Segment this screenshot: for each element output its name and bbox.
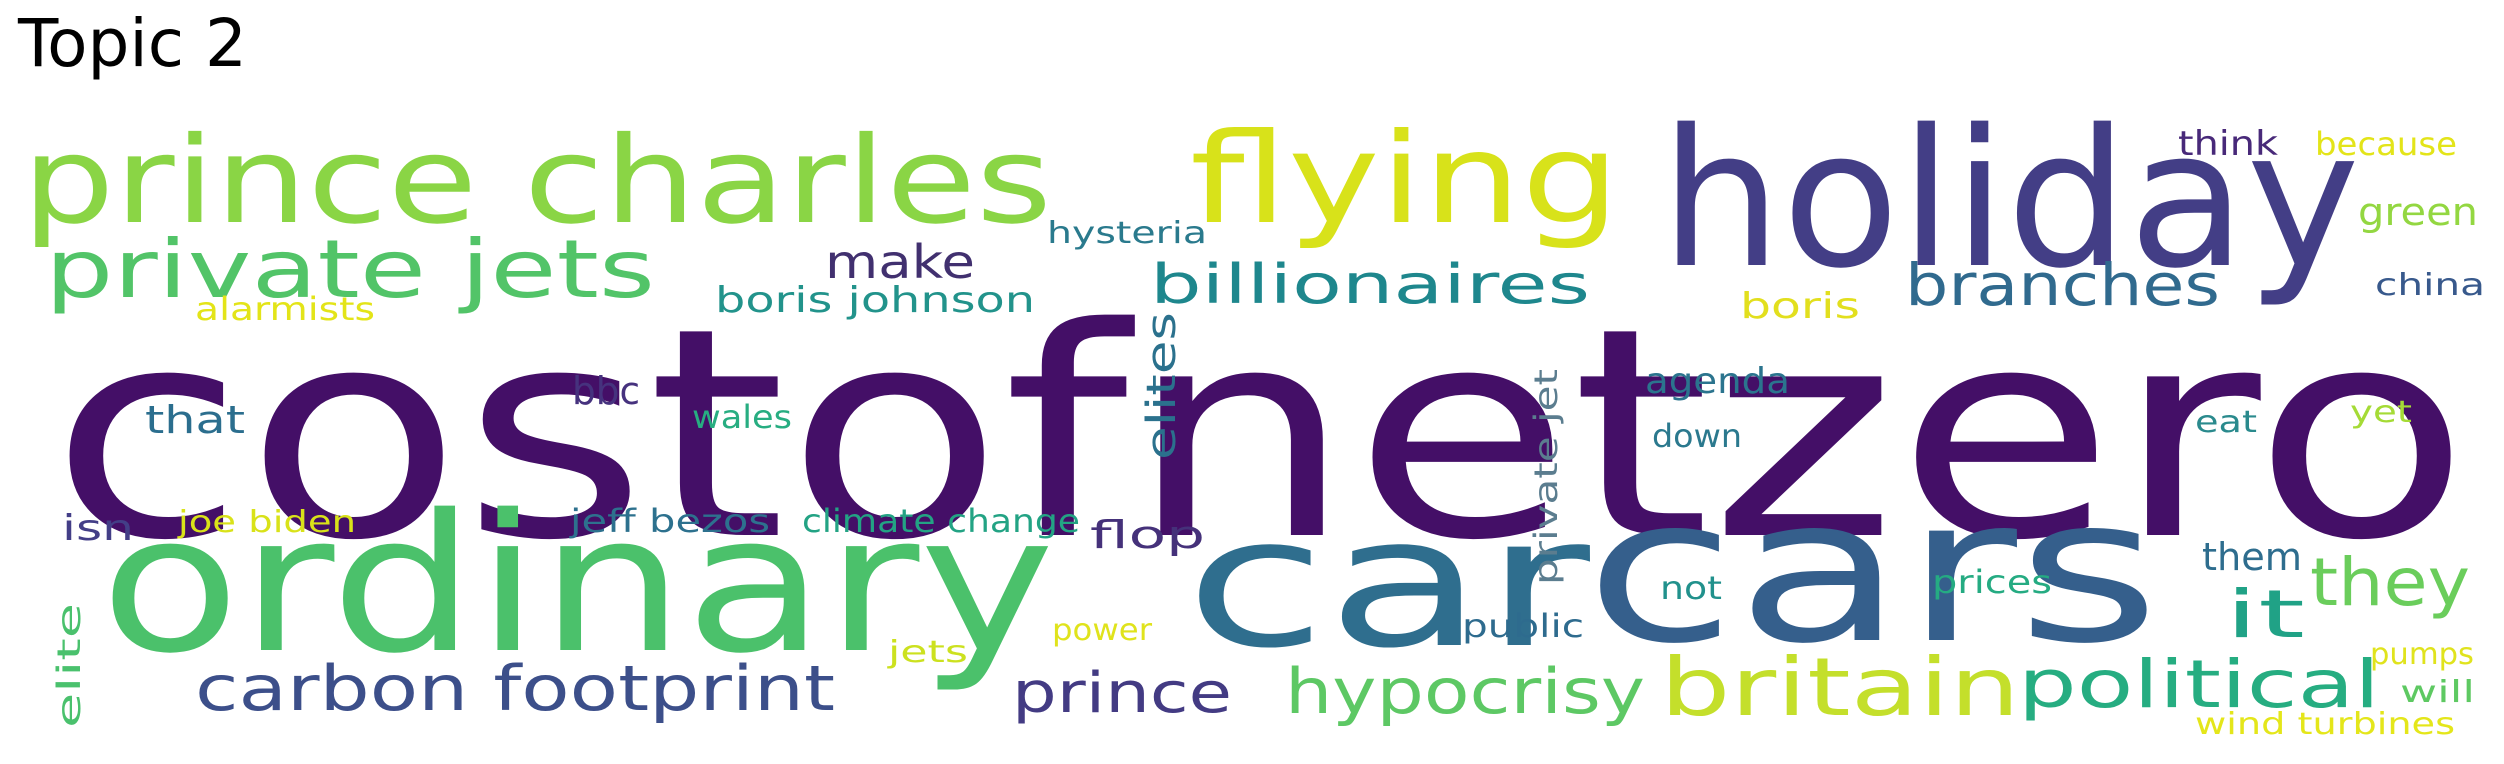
- word-cars: cars: [1585, 455, 2160, 688]
- word-private-jets: private jets: [45, 223, 655, 316]
- word-agenda: agenda: [1645, 361, 1790, 402]
- word-that: that: [145, 398, 245, 442]
- word-wales: wales: [692, 398, 792, 436]
- word-they: they: [2310, 544, 2470, 621]
- word-down: down: [1652, 417, 1742, 455]
- word-holiday: holiday: [1660, 110, 2360, 310]
- word-green: green: [2358, 190, 2478, 234]
- word-because: because: [2315, 125, 2457, 163]
- word-branches: branches: [1905, 251, 2220, 319]
- page-title: Topic 2: [18, 5, 247, 82]
- word-hysteria: hysteria: [1047, 216, 1207, 251]
- word-car: car: [1185, 479, 1590, 688]
- word-eat: eat: [2195, 405, 2257, 440]
- word-carbon-footprint: carbon footprint: [195, 652, 835, 725]
- word-billionaires: billionaires: [1150, 253, 1590, 316]
- word-britain: britain: [1660, 641, 2020, 734]
- word-elite: elite: [50, 603, 88, 728]
- word-ordinary: ordinary: [100, 474, 1055, 695]
- word-public: public: [1462, 607, 1584, 645]
- word-prices: prices: [1932, 563, 2052, 601]
- word-flop: flop: [1090, 513, 1205, 557]
- word-yet: yet: [2350, 395, 2412, 430]
- word-flying: flying: [1190, 110, 1620, 252]
- word-not: not: [1660, 569, 1722, 607]
- word-boris-johnson: boris johnson: [715, 280, 1035, 321]
- word-think: think: [2178, 124, 2278, 164]
- word-it: it: [2225, 576, 2305, 653]
- word-isn: isn: [62, 508, 134, 549]
- word-jets: jets: [887, 635, 968, 670]
- word-hypocrisy: hypocrisy: [1285, 655, 1645, 728]
- word-costofnetzero: costofnetzero: [50, 267, 2470, 604]
- word-jeff-bezos: jeff bezos: [569, 502, 770, 540]
- word-will: will: [2400, 675, 2475, 710]
- word-pumps: pumps: [2370, 637, 2474, 672]
- word-prince: prince: [1012, 661, 1232, 726]
- word-make: make: [825, 235, 975, 289]
- word-political: political: [2018, 646, 2380, 723]
- word-wind-turbines: wind turbines: [2195, 707, 2455, 742]
- word-private-jet: private jet: [1527, 369, 1565, 585]
- word-climate-change: climate change: [802, 502, 1080, 540]
- word-prince-charles: prince charles: [22, 112, 1052, 251]
- word-power: power: [1052, 613, 1153, 648]
- word-bbc: bbc: [572, 369, 640, 413]
- word-alarmists: alarmists: [195, 290, 375, 328]
- word-them: them: [2202, 535, 2302, 579]
- word-elites: elites: [1139, 312, 1185, 460]
- word-joe-biden: joe biden: [177, 505, 356, 540]
- word-boris: boris: [1740, 286, 1860, 327]
- word-china: china: [2375, 268, 2485, 303]
